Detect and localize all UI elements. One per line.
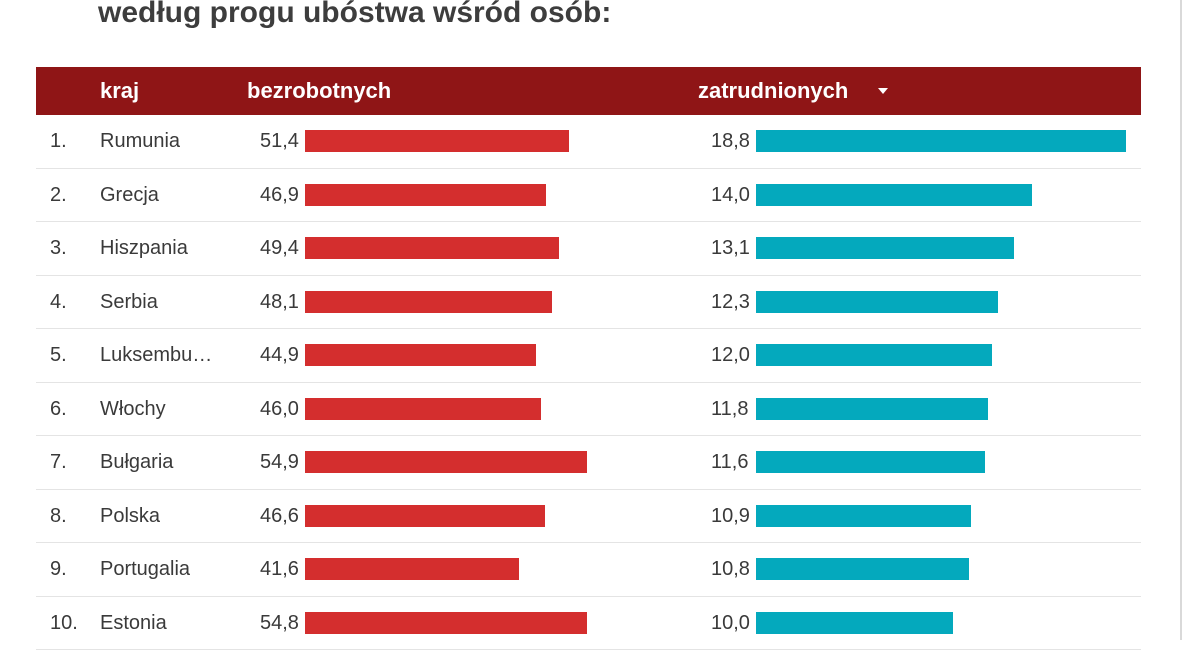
value-label-bezrobotnych: 54,9 xyxy=(260,451,299,474)
row-rank: 2. xyxy=(50,184,67,207)
value-label-bezrobotnych: 46,9 xyxy=(260,184,299,207)
value-label-zatrudnionych: 12,0 xyxy=(711,344,750,367)
row-country: Hiszpania xyxy=(100,237,188,260)
bar-zatrudnionych xyxy=(756,184,1032,206)
data-table: kraj bezrobotnych zatrudnionych 1. Rumuni… xyxy=(36,67,1141,650)
table-row: 3. Hiszpania 49,4 13,1 xyxy=(36,222,1141,276)
value-label-zatrudnionych: 10,8 xyxy=(711,558,750,581)
bar-bezrobotnych xyxy=(305,184,546,206)
table-row: 7. Bułgaria 54,9 11,6 xyxy=(36,436,1141,490)
value-label-zatrudnionych: 18,8 xyxy=(711,130,750,153)
row-country: Portugalia xyxy=(100,558,190,581)
bar-bezrobotnych xyxy=(305,130,569,152)
row-rank: 5. xyxy=(50,344,67,367)
row-rank: 8. xyxy=(50,505,67,528)
table-row: 2. Grecja 46,9 14,0 xyxy=(36,169,1141,223)
bar-bezrobotnych xyxy=(305,451,587,473)
value-label-zatrudnionych: 13,1 xyxy=(711,237,750,260)
table-row: 5. Luksembu… 44,9 12,0 xyxy=(36,329,1141,383)
value-label-bezrobotnych: 48,1 xyxy=(260,291,299,314)
row-country: Polska xyxy=(100,505,160,528)
bar-zatrudnionych xyxy=(756,451,985,473)
value-label-bezrobotnych: 46,0 xyxy=(260,398,299,421)
bar-zatrudnionych xyxy=(756,344,992,366)
table-row: 8. Polska 46,6 10,9 xyxy=(36,490,1141,544)
row-country: Bułgaria xyxy=(100,451,173,474)
bar-bezrobotnych xyxy=(305,291,552,313)
row-rank: 4. xyxy=(50,291,67,314)
row-rank: 1. xyxy=(50,130,67,153)
row-rank: 10. xyxy=(50,612,78,635)
row-country: Włochy xyxy=(100,398,166,421)
value-label-zatrudnionych: 12,3 xyxy=(711,291,750,314)
bar-bezrobotnych xyxy=(305,237,559,259)
bar-zatrudnionych xyxy=(756,612,953,634)
bar-bezrobotnych xyxy=(305,505,545,527)
sort-desc-icon[interactable] xyxy=(878,88,888,94)
row-rank: 6. xyxy=(50,398,67,421)
table-row: 10. Estonia 54,8 10,0 xyxy=(36,597,1141,650)
row-country: Serbia xyxy=(100,291,158,314)
value-label-zatrudnionych: 10,0 xyxy=(711,612,750,635)
bar-bezrobotnych xyxy=(305,558,519,580)
row-country: Luksembu… xyxy=(100,344,212,367)
row-country: Grecja xyxy=(100,184,159,207)
chart-title: według progu ubóstwa wśród osób: xyxy=(98,0,611,30)
row-country: Estonia xyxy=(100,612,167,635)
bar-zatrudnionych xyxy=(756,505,971,527)
page-edge-divider xyxy=(1180,0,1182,640)
column-header-zatrudnionych[interactable]: zatrudnionych xyxy=(698,78,848,104)
row-rank: 9. xyxy=(50,558,67,581)
value-label-bezrobotnych: 46,6 xyxy=(260,505,299,528)
bar-zatrudnionych xyxy=(756,291,998,313)
value-label-bezrobotnych: 41,6 xyxy=(260,558,299,581)
table-header: kraj bezrobotnych zatrudnionych xyxy=(36,67,1141,115)
table-row: 9. Portugalia 41,6 10,8 xyxy=(36,543,1141,597)
bar-bezrobotnych xyxy=(305,344,536,366)
value-label-zatrudnionych: 10,9 xyxy=(711,505,750,528)
table-row: 1. Rumunia 51,4 18,8 xyxy=(36,115,1141,169)
value-label-zatrudnionych: 14,0 xyxy=(711,184,750,207)
row-country: Rumunia xyxy=(100,130,180,153)
bar-zatrudnionych xyxy=(756,237,1014,259)
table-body: 1. Rumunia 51,4 18,8 2. Grecja 46,9 14,0 3. Hiszp… xyxy=(36,115,1141,650)
bar-zatrudnionych xyxy=(756,558,969,580)
bar-zatrudnionych xyxy=(756,398,988,420)
bar-bezrobotnych xyxy=(305,612,587,634)
bar-bezrobotnych xyxy=(305,398,541,420)
column-header-bezrobotnych[interactable]: bezrobotnych xyxy=(247,78,391,104)
table-row: 6. Włochy 46,0 11,8 xyxy=(36,383,1141,437)
bar-zatrudnionych xyxy=(756,130,1126,152)
row-rank: 3. xyxy=(50,237,67,260)
value-label-bezrobotnych: 51,4 xyxy=(260,130,299,153)
value-label-zatrudnionych: 11,6 xyxy=(711,451,748,474)
row-rank: 7. xyxy=(50,451,67,474)
column-header-kraj[interactable]: kraj xyxy=(100,78,139,104)
value-label-bezrobotnych: 44,9 xyxy=(260,344,299,367)
value-label-bezrobotnych: 54,8 xyxy=(260,612,299,635)
value-label-zatrudnionych: 11,8 xyxy=(711,398,748,421)
table-row: 4. Serbia 48,1 12,3 xyxy=(36,276,1141,330)
value-label-bezrobotnych: 49,4 xyxy=(260,237,299,260)
